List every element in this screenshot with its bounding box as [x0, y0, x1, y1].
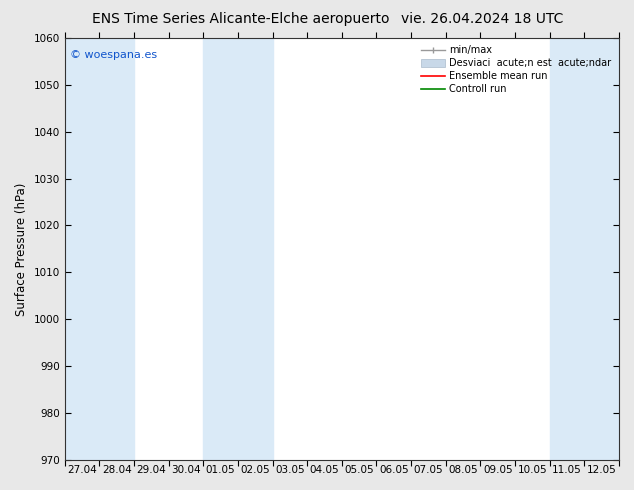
Y-axis label: Surface Pressure (hPa): Surface Pressure (hPa) — [15, 182, 28, 316]
Bar — [550, 38, 619, 460]
Text: vie. 26.04.2024 18 UTC: vie. 26.04.2024 18 UTC — [401, 12, 563, 26]
Legend: min/max, Desviaci  acute;n est  acute;ndar, Ensemble mean run, Controll run: min/max, Desviaci acute;n est acute;ndar… — [418, 43, 614, 97]
Text: ENS Time Series Alicante-Elche aeropuerto: ENS Time Series Alicante-Elche aeropuert… — [92, 12, 390, 26]
Text: © woespana.es: © woespana.es — [70, 50, 157, 60]
Bar — [204, 38, 273, 460]
Bar — [65, 38, 134, 460]
